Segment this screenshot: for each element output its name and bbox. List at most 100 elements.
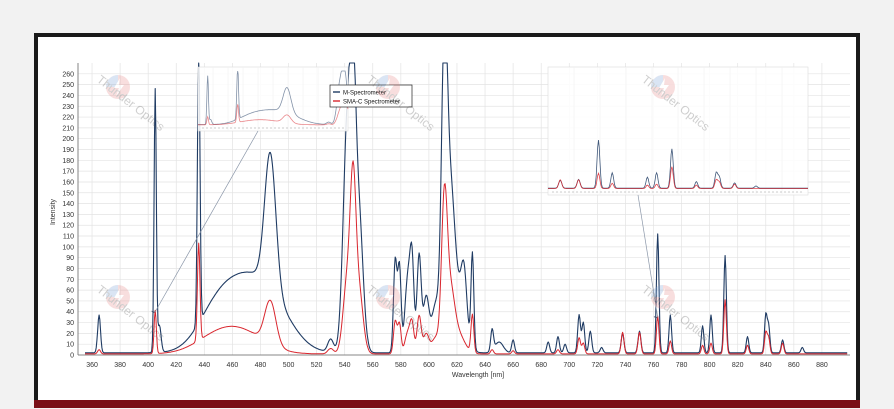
lightning-icon: [384, 288, 394, 306]
x-tick-label: 500: [283, 362, 295, 369]
y-tick-label: 20: [66, 331, 74, 338]
watermark-text: Thunder Optics: [94, 282, 167, 344]
x-tick-label: 360: [86, 362, 98, 369]
x-tick-label: 460: [227, 362, 239, 369]
y-tick-label: 200: [62, 136, 74, 143]
inset-pointer-line: [637, 194, 659, 318]
x-tick-label: 780: [676, 362, 688, 369]
y-tick-label: 210: [62, 125, 74, 132]
chart-series: [85, 62, 848, 355]
watermark-logo-circle: [651, 75, 675, 99]
inset-zoom-1: [151, 66, 349, 314]
x-tick-label: 560: [367, 362, 379, 369]
watermark-logo-circle: [651, 285, 675, 309]
watermark-logo-quadrant: [106, 75, 118, 87]
x-tick-label: 660: [507, 362, 519, 369]
y-tick-label: 250: [62, 82, 74, 89]
y-tick-label: 190: [62, 147, 74, 154]
y-tick-label: 110: [63, 234, 74, 241]
lightning-icon: [114, 78, 124, 96]
lightning-icon: [384, 78, 394, 96]
x-tick-label: 440: [198, 362, 210, 369]
footer-bar: [34, 400, 860, 408]
y-tick-label: 80: [66, 266, 74, 273]
watermark-logo-quadrant: [106, 285, 118, 297]
y-tick-label: 120: [62, 223, 74, 230]
inset-series-line: [198, 88, 349, 126]
x-tick-label: 760: [648, 362, 660, 369]
x-tick-label: 540: [339, 362, 351, 369]
y-tick-label: 50: [66, 298, 74, 305]
chart-frame: 360 380 400 420 440 460 480 500 520 540 560 580 600 6…: [34, 33, 860, 408]
y-tick-label: 220: [62, 115, 74, 122]
x-tick-label: 880: [816, 362, 828, 369]
watermark-logo-quadrant: [376, 75, 388, 87]
y-tick-label: 60: [66, 288, 74, 295]
watermark-text: Thunder Optics: [639, 282, 712, 344]
x-tick-label: 620: [451, 362, 463, 369]
watermark-logo-quadrant: [651, 75, 663, 87]
x-tick-label: 820: [732, 362, 744, 369]
inset-series-line: [548, 140, 808, 189]
y-tick-label: 10: [66, 342, 74, 349]
watermark-text: Thunder Optics: [94, 72, 167, 134]
legend-label: M-Spectrometer: [343, 91, 386, 97]
thunder-optics-watermark: Thunder Optics: [94, 282, 167, 344]
x-tick-label: 600: [423, 362, 435, 369]
lightning-icon: [659, 78, 669, 96]
y-tick-label: 70: [66, 277, 74, 284]
legend-box: [329, 84, 413, 108]
y-tick-label: 140: [62, 201, 74, 208]
y-tick-label: 260: [62, 71, 74, 78]
chart-legend: M-Spectrometer SMA-C Spectrometer: [329, 84, 413, 108]
watermark-logo-quadrant: [651, 285, 663, 297]
chart-axes: 360 380 400 420 440 460 480 500 520 540 560 580 600 6…: [62, 63, 850, 369]
x-tick-label: 680: [535, 362, 547, 369]
inset-series-line: [198, 70, 349, 125]
x-axis-label: Wavelength [nm]: [452, 372, 504, 379]
lightning-icon: [114, 288, 124, 306]
y-axis-label: Intensity: [50, 198, 57, 225]
thunder-optics-watermark: Thunder Optics: [94, 72, 167, 134]
chart-insets: [151, 66, 809, 320]
legend-label: SMA-C Spectrometer: [343, 100, 400, 106]
x-tick-label: 420: [170, 362, 182, 369]
y-tick-label: 100: [62, 244, 74, 251]
x-tick-label: 480: [255, 362, 267, 369]
x-tick-label: 400: [142, 362, 154, 369]
y-tick-label: 90: [66, 255, 74, 262]
x-tick-label: 380: [114, 362, 126, 369]
y-tick-label: 180: [62, 158, 74, 165]
series-line-m-spectrometer: [85, 62, 848, 354]
x-tick-label: 580: [395, 362, 407, 369]
watermark-logo-circle: [376, 75, 400, 99]
inset-pointer-arrow: [653, 316, 658, 320]
watermark-logo-circle: [106, 285, 130, 309]
watermark-logo-quadrant: [376, 285, 388, 297]
x-tick-label: 800: [704, 362, 716, 369]
y-tick-label: 150: [62, 190, 74, 197]
x-tick-label: 720: [592, 362, 604, 369]
spectrum-chart: 360 380 400 420 440 460 480 500 520 540 560 580 600 6…: [50, 62, 850, 379]
inset-zoom-2: [547, 66, 809, 320]
y-tick-label: 40: [66, 309, 74, 316]
y-tick-label: 0: [70, 353, 74, 360]
y-tick-label: 170: [62, 169, 74, 176]
watermark-logo-circle: [376, 285, 400, 309]
watermark-logo-circle: [106, 75, 130, 99]
x-tick-label: 840: [760, 362, 772, 369]
y-tick-label: 160: [62, 179, 74, 186]
chart-panel: 360 380 400 420 440 460 480 500 520 540 560 580 600 6…: [38, 37, 856, 404]
y-tick-label: 230: [62, 104, 74, 111]
inset-series-line: [548, 166, 808, 189]
inset-pointer-arrow: [151, 310, 156, 314]
x-tick-label: 640: [479, 362, 491, 369]
x-tick-label: 860: [788, 362, 800, 369]
x-tick-label: 520: [311, 362, 323, 369]
x-tick-label: 700: [563, 362, 575, 369]
y-tick-label: 30: [66, 320, 74, 327]
series-line-sma-c-spectrometer: [85, 160, 848, 355]
inset-pointer-line: [154, 130, 259, 312]
thunder-optics-watermark: Thunder Optics: [639, 282, 712, 344]
y-tick-label: 240: [62, 93, 74, 100]
